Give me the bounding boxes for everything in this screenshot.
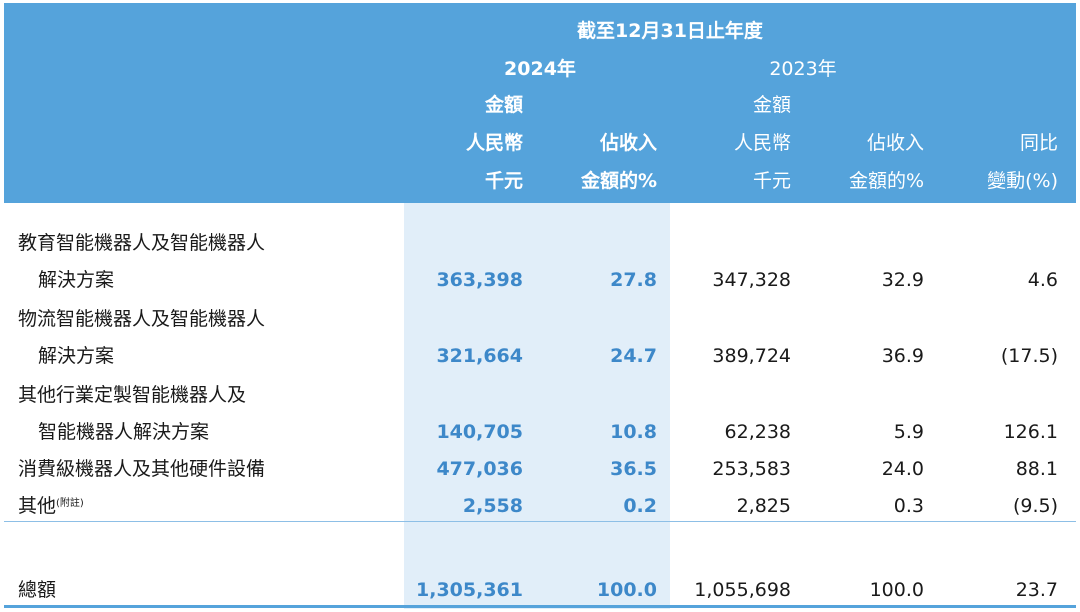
header-2023-amount: 金額 xyxy=(752,94,791,116)
row-label-text: 其他 xyxy=(18,495,57,517)
cell-amt-2024: 477,036 xyxy=(436,458,523,480)
total-pct-2023: 100.0 xyxy=(869,579,924,601)
cell-pct-2023: 32.9 xyxy=(881,269,924,291)
row-label-line2: 解決方案 xyxy=(38,345,115,367)
row-label-line1: 其他行業定製智能機器人及 xyxy=(18,384,247,406)
cell-pct-2024: 10.8 xyxy=(610,421,657,443)
cell-pct-2023: 0.3 xyxy=(893,495,924,517)
cell-amt-2023: 2,825 xyxy=(736,495,791,517)
cell-amt-2023: 62,238 xyxy=(724,421,791,443)
cell-amt-2023: 389,724 xyxy=(712,345,791,367)
row-label-line1: 教育智能機器人及智能機器人 xyxy=(18,232,266,254)
row-label-line1: 物流智能機器人及智能機器人 xyxy=(18,308,266,330)
year-2024-heading: 2024年 xyxy=(504,58,576,80)
cell-pct-2024: 27.8 xyxy=(610,269,657,291)
row-label-line2: 解決方案 xyxy=(38,269,115,291)
subtotal-divider xyxy=(4,521,1076,522)
cell-pct-2024: 36.5 xyxy=(610,458,657,480)
total-amt-2023: 1,055,698 xyxy=(694,579,791,601)
cell-yoy: 4.6 xyxy=(1027,269,1058,291)
total-amt-2024: 1,305,361 xyxy=(416,579,523,601)
cell-yoy: 126.1 xyxy=(1003,421,1058,443)
year-2023-heading: 2023年 xyxy=(769,58,837,80)
bottom-border xyxy=(4,605,1076,608)
total-yoy: 23.7 xyxy=(1015,579,1058,601)
cell-pct-2024: 0.2 xyxy=(623,495,657,517)
header-2023-pct-line1: 佔收入 xyxy=(866,132,924,154)
footnote-marker: (附註) xyxy=(56,498,84,509)
header-2024-pct-line2: 金額的% xyxy=(580,170,657,192)
cell-yoy: (9.5) xyxy=(1012,495,1058,517)
period-heading: 截至12月31日止年度 xyxy=(577,20,763,42)
cell-amt-2024: 2,558 xyxy=(462,495,523,517)
header-2024-unit: 千元 xyxy=(484,170,523,192)
cell-pct-2023: 24.0 xyxy=(881,458,924,480)
header-2023-pct-line2: 金額的% xyxy=(848,170,924,192)
cell-amt-2023: 347,328 xyxy=(712,269,791,291)
row-label-line1: 消費級機器人及其他硬件設備 xyxy=(18,458,266,480)
header-2023-currency: 人民幣 xyxy=(733,132,791,154)
highlight-2024-column xyxy=(404,203,670,609)
cell-amt-2024: 140,705 xyxy=(436,421,523,443)
table-header xyxy=(4,3,1076,203)
cell-pct-2024: 24.7 xyxy=(610,345,657,367)
cell-pct-2023: 36.9 xyxy=(881,345,924,367)
cell-pct-2023: 5.9 xyxy=(893,421,924,443)
header-2024-currency: 人民幣 xyxy=(465,132,523,154)
cell-amt-2024: 363,398 xyxy=(436,269,523,291)
cell-amt-2024: 321,664 xyxy=(436,345,523,367)
row-label-line2: 智能機器人解決方案 xyxy=(38,421,210,443)
total-label: 總額 xyxy=(18,579,57,601)
header-2023-unit: 千元 xyxy=(752,170,791,192)
row-label-line1: 其他(附註) xyxy=(18,494,84,518)
header-2024-pct-line1: 佔收入 xyxy=(599,132,657,154)
cell-yoy: 88.1 xyxy=(1015,458,1058,480)
total-pct-2024: 100.0 xyxy=(596,579,657,601)
header-yoy-line2: 變動(%) xyxy=(987,170,1058,192)
header-2024-amount: 金額 xyxy=(484,94,523,116)
cell-yoy: (17.5) xyxy=(1000,345,1058,367)
cell-amt-2023: 253,583 xyxy=(712,458,791,480)
header-yoy-line1: 同比 xyxy=(1019,132,1058,154)
